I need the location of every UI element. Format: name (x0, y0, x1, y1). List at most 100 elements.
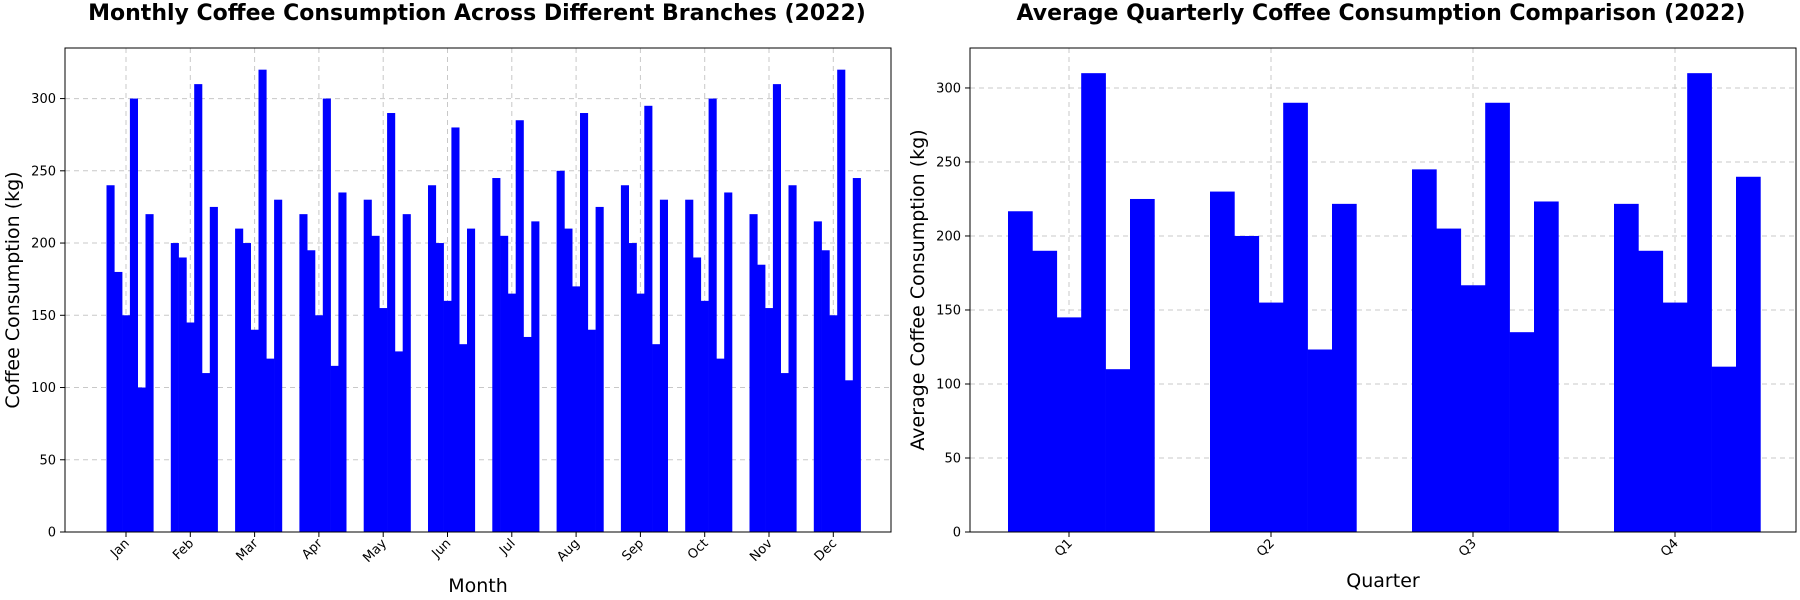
bar (652, 344, 661, 532)
x-tick-label: Feb (170, 536, 197, 563)
bars (1008, 73, 1761, 533)
y-tick-label: 50 (39, 453, 56, 468)
bar (402, 214, 411, 533)
bar (1130, 198, 1155, 532)
chart-title: Average Quarterly Coffee Consumption Com… (1017, 1, 1746, 26)
y-tick-label: 300 (31, 92, 56, 107)
bar (114, 271, 123, 532)
bar (122, 315, 131, 532)
ticks: 0 50 100 150 200 250 300 Q1 Q2 Q3 Q4 (936, 81, 1682, 559)
y-tick-label: 100 (31, 381, 56, 396)
bar (531, 221, 540, 532)
bar (467, 228, 476, 532)
bar (435, 243, 444, 532)
bar (1412, 169, 1437, 532)
bar (371, 235, 380, 532)
bar (580, 113, 589, 532)
plot-frame (969, 47, 1797, 533)
bars (106, 69, 861, 533)
bar (330, 365, 339, 532)
bar (379, 308, 388, 532)
bar (749, 214, 758, 533)
bar (1008, 211, 1033, 532)
bar (500, 235, 509, 532)
bar (821, 250, 830, 532)
bar (1614, 203, 1639, 533)
bar (186, 322, 195, 532)
bar (587, 329, 596, 532)
bar (129, 98, 138, 532)
bar (242, 243, 251, 532)
y-tick-label: 0 (48, 526, 56, 541)
bar (724, 192, 733, 533)
x-tick-label: May (360, 536, 390, 566)
bar (507, 293, 516, 532)
x-tick-label: Q3 (1456, 536, 1480, 560)
bar (170, 243, 179, 532)
bar (322, 98, 331, 532)
bar (443, 300, 452, 532)
bar (137, 387, 146, 532)
bar (1234, 235, 1260, 533)
x-tick-label: Oct (685, 536, 712, 563)
bar (595, 206, 604, 533)
bar (659, 199, 668, 533)
bar (459, 344, 468, 532)
bar (1436, 228, 1462, 532)
bar (106, 185, 115, 533)
bar (644, 105, 653, 532)
y-tick-label: 200 (936, 229, 961, 244)
bar (1032, 250, 1058, 532)
bar (274, 199, 283, 533)
chart-title: Monthly Coffee Consumption Across Differ… (88, 1, 866, 26)
bar (235, 228, 244, 532)
bar (1509, 332, 1535, 532)
bar (250, 329, 259, 532)
x-tick-label: Sep (619, 536, 647, 564)
y-tick-label: 250 (936, 155, 961, 170)
bar (1307, 349, 1333, 532)
bar (428, 185, 437, 533)
bar (1081, 73, 1106, 532)
bar (765, 308, 774, 532)
y-tick-label: 300 (936, 81, 961, 96)
bar (315, 315, 324, 532)
bar (628, 243, 637, 532)
bar (523, 336, 532, 532)
bar (1687, 73, 1712, 532)
bar (852, 178, 861, 532)
bar (700, 300, 709, 532)
bar (780, 373, 789, 532)
bar (145, 214, 154, 533)
bar (1485, 102, 1510, 532)
bar (1332, 203, 1357, 533)
bar (837, 69, 846, 533)
bar (451, 127, 460, 533)
y-axis-label: Average Coffee Consumption (kg) (907, 129, 929, 450)
bar (788, 185, 797, 533)
bar (685, 199, 694, 533)
bar (363, 199, 372, 533)
bar (564, 228, 573, 532)
x-tick-label: Q1 (1052, 536, 1076, 560)
bar (772, 84, 781, 533)
y-tick-label: 100 (936, 377, 961, 392)
x-tick-label: Q4 (1658, 536, 1682, 560)
bar (1283, 102, 1308, 532)
bar (266, 358, 275, 532)
x-tick-label: Mar (233, 536, 261, 564)
bar (757, 264, 766, 532)
x-tick-label: Nov (747, 536, 776, 565)
y-tick-label: 50 (944, 451, 961, 466)
bar (1056, 317, 1082, 532)
bar (307, 250, 316, 532)
bar (394, 351, 403, 532)
bar (492, 178, 501, 532)
bar (716, 358, 725, 532)
bar (813, 221, 822, 532)
x-tick-label: Apr (299, 536, 326, 563)
x-tick-label: Jan (107, 536, 132, 561)
bar (1210, 191, 1235, 532)
y-tick-label: 200 (31, 237, 56, 252)
bar (299, 214, 308, 533)
